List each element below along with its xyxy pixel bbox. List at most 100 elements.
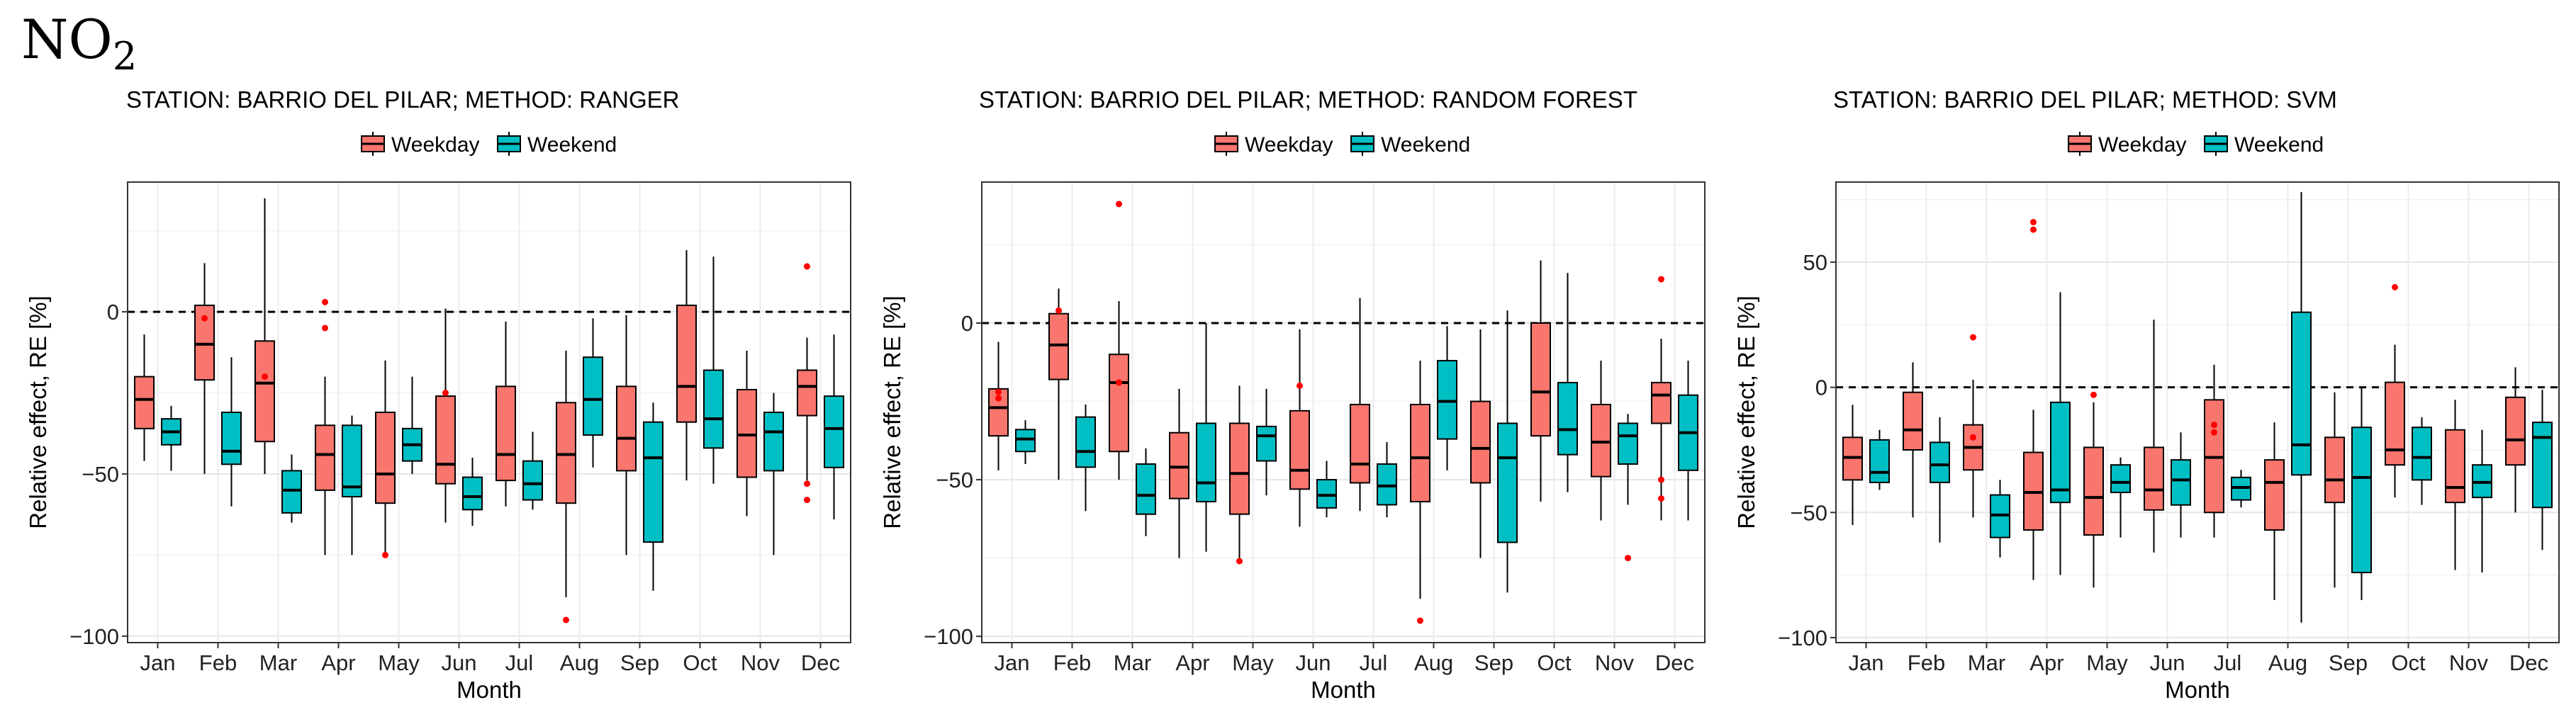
box-iqr (2324, 436, 2345, 504)
box-iqr (1410, 403, 1430, 503)
legend-label-weekend: Weekend (1381, 133, 1470, 157)
y-tick-label: 0 (961, 311, 973, 336)
box-weekend-oct (2412, 417, 2432, 505)
figure-title-subscript: 2 (112, 34, 138, 79)
chart-panel-2: STATION: BARRIO DEL PILAR; METHOD: RANDO… (879, 86, 1706, 703)
box-iqr (703, 369, 724, 449)
x-tick-label-dec: Dec (801, 650, 840, 675)
x-tick-label-sep: Sep (620, 650, 659, 675)
box-weekday-may (375, 360, 396, 558)
box-weekend-may (402, 376, 422, 474)
box-iqr (1256, 425, 1277, 462)
box-iqr (583, 356, 603, 436)
box-weekday-sep (1470, 329, 1491, 558)
box-iqr (342, 424, 362, 498)
box-weekday-jul (1350, 298, 1370, 512)
box-weekend-feb (1930, 417, 1950, 543)
legend-item-weekend: Weekend (1350, 132, 1470, 157)
outlier-point (804, 263, 810, 270)
box-iqr (643, 421, 663, 543)
x-tick-label-mar: Mar (1968, 650, 2005, 675)
x-tick-label-apr: Apr (321, 650, 355, 675)
box-weekday-aug (1410, 361, 1430, 624)
outlier-point (563, 616, 569, 623)
x-tick-label-nov: Nov (1595, 650, 1635, 675)
outlier-point (1417, 617, 1423, 624)
outlier-point (322, 298, 328, 305)
box-weekday-feb (1903, 362, 1923, 518)
box-iqr (2083, 446, 2104, 536)
legend-label-weekday: Weekday (1245, 133, 1333, 157)
outlier-point (1970, 334, 1976, 341)
box-iqr (1075, 416, 1096, 468)
box-iqr (2171, 459, 2191, 506)
outlier-point (201, 315, 208, 322)
box-weekday-may (2083, 391, 2104, 588)
y-tick-label: 0 (107, 300, 119, 324)
plot-panel (128, 182, 851, 643)
legend-item-weekday: Weekday (361, 132, 480, 157)
legend-item-weekend: Weekend (497, 132, 617, 157)
plot-panel (1836, 182, 2559, 643)
x-tick-label-sep: Sep (1474, 650, 1513, 675)
box-weekday-jun (2144, 320, 2164, 553)
x-tick-label-jul: Jul (2214, 650, 2242, 675)
x-tick-label-jan: Jan (1849, 650, 1884, 675)
outlier-point (2030, 226, 2037, 233)
box-weekend-apr (342, 415, 362, 555)
series-weekend (1015, 273, 1698, 593)
x-tick-label-may: May (2086, 650, 2128, 675)
outlier-point (2030, 219, 2037, 226)
box-weekday-mar (1109, 201, 1129, 480)
box-iqr (2445, 429, 2465, 504)
box-iqr (2412, 427, 2432, 481)
outlier-point (804, 497, 810, 504)
x-tick-label-nov: Nov (741, 650, 780, 675)
outlier-point (1116, 379, 1122, 386)
box-weekday-nov (737, 351, 757, 516)
figure-title-main: NO (21, 8, 113, 71)
box-iqr (1196, 422, 1216, 503)
box-weekend-jun (462, 458, 483, 526)
box-weekend-jul (2231, 470, 2251, 508)
legend-label-weekday: Weekday (391, 133, 480, 157)
box-weekend-oct (703, 256, 724, 484)
box-iqr (1229, 422, 1250, 515)
box-iqr (1869, 439, 1890, 483)
box-weekday-jul (495, 321, 516, 507)
box-iqr (1015, 429, 1036, 453)
outlier-point (995, 395, 1002, 402)
box-iqr (2050, 401, 2071, 504)
chart-panel-1: STATION: BARRIO DEL PILAR; METHOD: RANGE… (25, 86, 851, 703)
box-iqr (2351, 427, 2372, 574)
box-weekday-dec (797, 263, 817, 504)
box-weekday-may (1229, 385, 1250, 565)
x-tick-label-jun: Jun (1296, 650, 1331, 675)
x-tick-label-mar: Mar (1114, 650, 1151, 675)
box-weekend-jan (1015, 420, 1036, 464)
y-axis-title: Relative effect, RE [%] (25, 295, 51, 529)
y-tick-label: −50 (936, 468, 973, 492)
box-iqr (1903, 391, 1923, 451)
x-tick-label-apr: Apr (2029, 650, 2063, 675)
box-iqr (221, 412, 242, 465)
y-tick-label: 0 (1815, 376, 1827, 400)
legend-item-weekday: Weekday (2068, 132, 2187, 157)
x-tick-label-jun: Jun (442, 650, 477, 675)
x-axis-title: Month (457, 677, 522, 703)
x-tick-label-aug: Aug (2268, 650, 2307, 675)
legend-item-weekday: Weekday (1214, 132, 1333, 157)
x-tick-label-feb: Feb (199, 650, 237, 675)
box-weekend-aug (583, 318, 603, 468)
box-weekday-aug (556, 351, 576, 623)
plot-panel (982, 182, 1705, 643)
box-iqr (1437, 360, 1457, 440)
box-weekend-apr (1196, 322, 1216, 552)
box-iqr (1618, 422, 1638, 465)
box-weekend-jun (2171, 432, 2191, 538)
outlier-point (2211, 429, 2217, 436)
box-iqr (1316, 479, 1337, 509)
x-tick-label-jun: Jun (2150, 650, 2185, 675)
outlier-point (995, 388, 1002, 395)
